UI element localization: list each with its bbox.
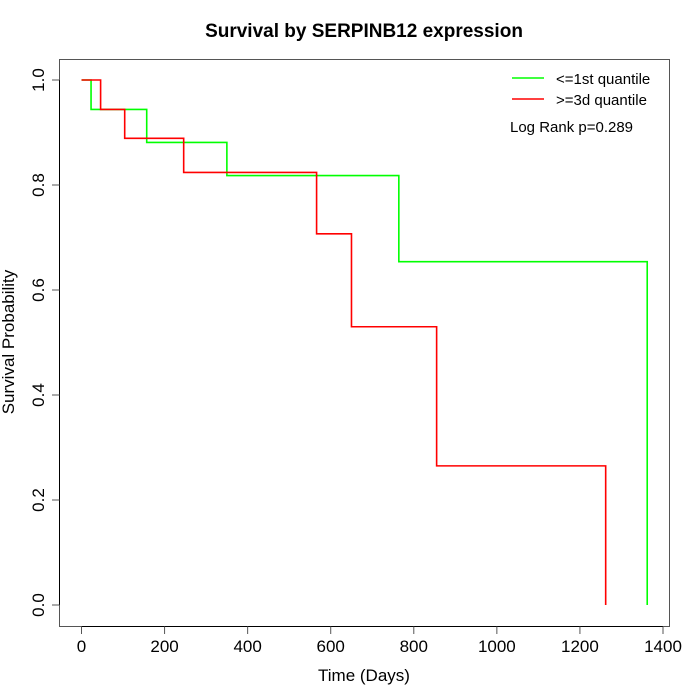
x-tick-label: 1000: [478, 637, 516, 656]
plot-frame: [59, 59, 670, 627]
legend: <=1st quantile >=3d quantile Log Rank p=…: [510, 71, 650, 136]
y-axis: 0.0 0.2 0.4 0.6 0.8 1.0: [29, 68, 60, 617]
y-tick-label: 1.0: [29, 68, 48, 92]
chart-title: Survival by SERPINB12 expression: [205, 21, 523, 42]
series-layer: [81, 79, 649, 605]
x-tick-label: 400: [233, 637, 261, 656]
logrank-annotation: Log Rank p=0.289: [510, 119, 633, 136]
y-tick-label: 0.0: [29, 593, 48, 617]
y-tick-label: 0.8: [29, 173, 48, 197]
y-axis-label: Survival Probability: [0, 269, 18, 414]
legend-label-low: <=1st quantile: [556, 71, 650, 88]
x-axis-label: Time (Days): [318, 666, 410, 685]
x-tick-label: 1200: [561, 637, 599, 656]
survival-curve-low-quantile: [81, 79, 649, 605]
y-tick-label: 0.6: [29, 278, 48, 302]
x-tick-label: 0: [77, 637, 86, 656]
x-axis: 0 200 400 600 800 1000 1200 1400: [77, 626, 682, 656]
x-tick-label: 1400: [644, 637, 682, 656]
legend-label-high: >=3d quantile: [556, 92, 647, 109]
x-tick-label: 800: [400, 637, 428, 656]
x-tick-label: 200: [150, 637, 178, 656]
survival-curve-high-quantile: [81, 79, 607, 605]
x-tick-label: 600: [317, 637, 345, 656]
y-tick-label: 0.2: [29, 488, 48, 512]
y-tick-label: 0.4: [29, 383, 48, 407]
